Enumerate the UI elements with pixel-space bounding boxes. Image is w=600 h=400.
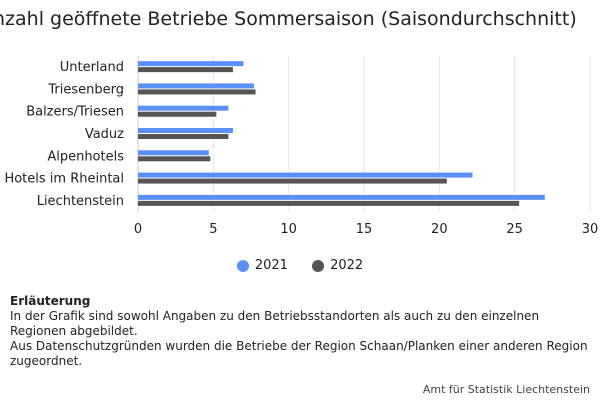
notes-line-2: Aus Datenschutzgründen wurden die Betrie…	[10, 339, 588, 368]
bar-2021-liechtenstein[interactable]	[138, 194, 545, 200]
bar-chart: 0 5 10 15 20 25 30 Unterland Triesenberg Balzers/…	[4, 56, 599, 237]
bar-2022-alpenhotels[interactable]	[138, 156, 211, 162]
category-label: Alpenhotels	[47, 149, 124, 164]
x-tick-label: 15	[356, 222, 373, 237]
bar-2022-vaduz[interactable]	[138, 134, 229, 139]
bar-2021-alpenhotels[interactable]	[138, 150, 209, 156]
chart-title: Anzahl geöffnete Betriebe Sommersaison (…	[0, 8, 577, 30]
category-label: Hotels im Rheintal	[4, 172, 124, 187]
category-label: Liechtenstein	[37, 194, 124, 209]
legend: 2021 2022	[0, 258, 600, 276]
bar-2022-balzers-triesen[interactable]	[138, 111, 217, 117]
bar-2021-triesenberg[interactable]	[138, 83, 255, 89]
bar-2021-unterland[interactable]	[138, 61, 244, 67]
bar-2021-hotels-im-rheintal[interactable]	[138, 172, 473, 178]
notes: Erläuterung In der Grafik sind sowohl An…	[10, 294, 595, 369]
bar-2021-vaduz[interactable]	[138, 128, 233, 133]
x-tick-label: 0	[134, 222, 142, 237]
legend-label-2021: 2021	[254, 258, 288, 273]
category-label: Triesenberg	[47, 82, 124, 97]
notes-heading: Erläuterung	[10, 294, 91, 308]
bar-2022-triesenberg[interactable]	[138, 89, 256, 95]
x-tick-label: 30	[582, 222, 599, 237]
legend-item-2022[interactable]: 2022	[312, 258, 363, 273]
x-tick-label: 20	[431, 222, 448, 237]
category-label: Balzers/Triesen	[26, 105, 124, 120]
x-tick-label: 10	[280, 222, 297, 237]
legend-label-2022: 2022	[330, 258, 364, 273]
source-credit: Amt für Statistik Liechtenstein	[422, 383, 590, 396]
category-label: Unterland	[60, 60, 124, 75]
bar-2022-hotels-im-rheintal[interactable]	[138, 178, 447, 184]
notes-line-1: In der Grafik sind sowohl Angaben zu den…	[10, 309, 540, 338]
legend-marker-2021	[236, 259, 249, 272]
bar-2022-liechtenstein[interactable]	[138, 200, 520, 206]
category-label: Vaduz	[85, 127, 124, 142]
x-tick-label: 5	[209, 222, 217, 237]
legend-item-2021[interactable]: 2021	[236, 258, 288, 273]
x-tick-label: 25	[506, 222, 523, 237]
legend-marker-2022	[312, 259, 325, 272]
bar-2022-unterland[interactable]	[138, 67, 233, 73]
bar-2021-balzers-triesen[interactable]	[138, 105, 229, 111]
